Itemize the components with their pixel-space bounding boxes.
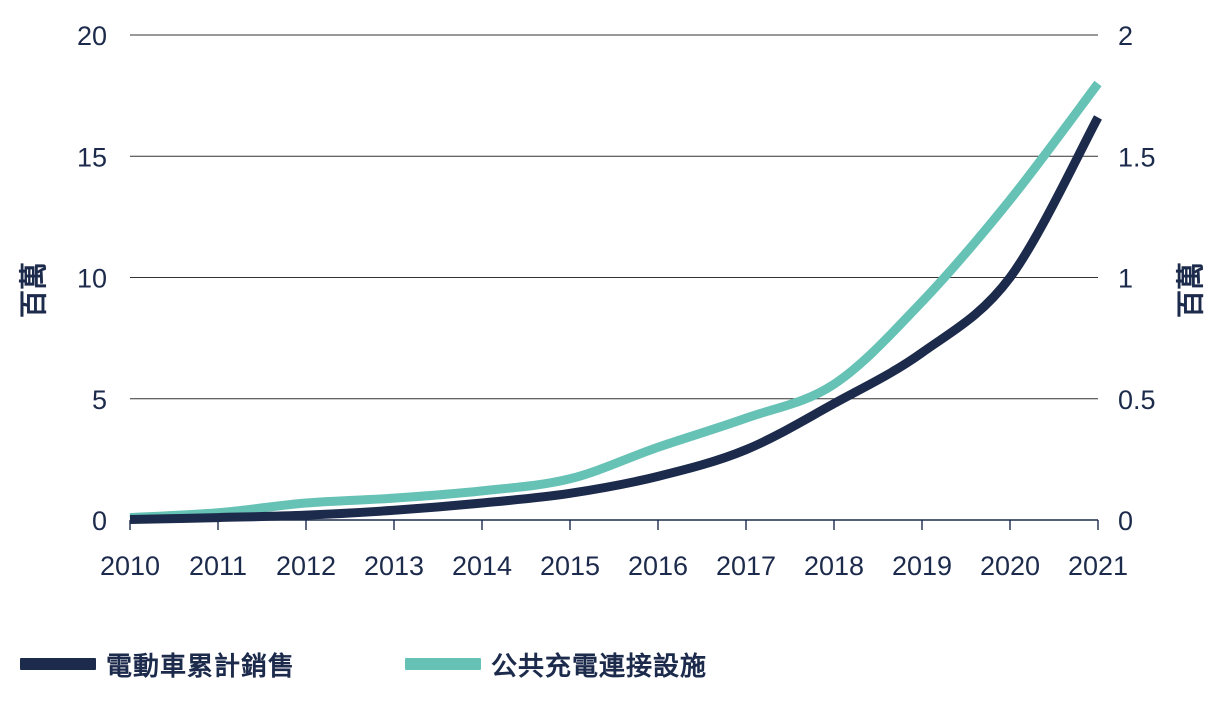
x-tick-label: 2010 xyxy=(100,551,160,581)
left-axis-title: 百萬 xyxy=(17,262,50,318)
left-tick-label: 5 xyxy=(92,385,107,415)
legend-item-ev-sales: 電動車累計銷售 xyxy=(20,646,295,683)
x-tick-label: 2016 xyxy=(628,551,688,581)
x-tick-label: 2014 xyxy=(452,551,512,581)
legend: 電動車累計銷售 公共充電連接設施 xyxy=(20,642,707,686)
series-layer xyxy=(129,80,1102,525)
right-tick-label: 1.5 xyxy=(1118,142,1156,172)
x-tick-label: 2013 xyxy=(364,551,424,581)
right-tick-label: 0.5 xyxy=(1118,385,1156,415)
x-tick-label: 2011 xyxy=(189,551,247,581)
series-line-charging xyxy=(129,80,1102,523)
legend-item-charging: 公共充電連接設施 xyxy=(405,646,707,683)
left-tick-label: 15 xyxy=(77,142,107,172)
left-tick-label: 0 xyxy=(92,506,107,536)
right-axis-title: 百萬 xyxy=(1174,262,1207,318)
x-axis-ticks: 2010 2011 2012 2013 2014 2015 2016 2017 2018 2019… xyxy=(100,520,1128,581)
series-line-ev-sales xyxy=(129,115,1102,525)
x-tick-label: 2015 xyxy=(540,551,600,581)
x-tick-label: 2018 xyxy=(804,551,864,581)
left-tick-label: 10 xyxy=(77,264,107,294)
right-tick-label: 0 xyxy=(1118,506,1133,536)
right-axis-ticks: 0 0.5 1 1.5 2 xyxy=(1118,21,1156,536)
legend-swatch-ev-sales xyxy=(20,658,96,670)
x-tick-label: 2017 xyxy=(716,551,776,581)
x-tick-label: 2012 xyxy=(276,551,336,581)
x-tick-label: 2021 xyxy=(1068,551,1128,581)
right-tick-label: 1 xyxy=(1118,264,1133,294)
right-tick-label: 2 xyxy=(1118,21,1133,51)
left-tick-label: 20 xyxy=(77,21,107,51)
x-tick-label: 2020 xyxy=(980,551,1040,581)
x-tick-label: 2019 xyxy=(892,551,952,581)
legend-label-ev-sales: 電動車累計銷售 xyxy=(106,651,296,682)
left-axis-ticks: 0 5 10 15 20 xyxy=(77,21,107,536)
gridlines xyxy=(130,34,1098,521)
legend-label-charging: 公共充電連接設施 xyxy=(491,651,708,682)
legend-swatch-charging xyxy=(405,658,482,670)
